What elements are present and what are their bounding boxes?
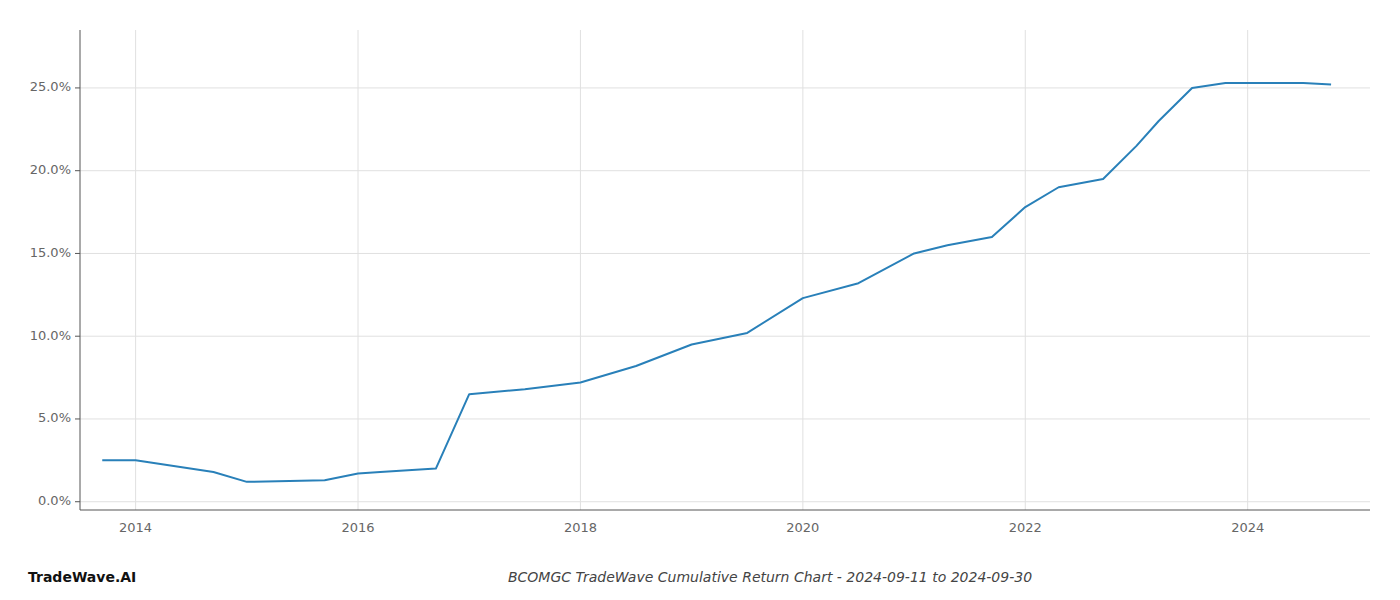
y-tick-label: 5.0% — [38, 410, 71, 425]
x-tick-label: 2018 — [564, 520, 597, 535]
y-tick-mark — [75, 501, 80, 502]
x-tick-label: 2024 — [1231, 520, 1264, 535]
watermark: TradeWave.AI — [28, 569, 136, 585]
series-line — [102, 83, 1331, 482]
x-tick-label: 2022 — [1009, 520, 1042, 535]
x-grid-line — [135, 30, 136, 510]
x-tick-label: 2016 — [341, 520, 374, 535]
x-tick-label: 2020 — [786, 520, 819, 535]
y-tick-mark — [75, 87, 80, 88]
x-grid-line — [358, 30, 359, 510]
y-tick-label: 15.0% — [30, 245, 71, 260]
x-grid-line — [580, 30, 581, 510]
page: {"chart_data": {"type": "line", "title":… — [0, 0, 1400, 600]
y-tick-mark — [75, 336, 80, 337]
grid — [80, 30, 1370, 510]
x-axis-line — [80, 510, 1370, 511]
y-tick-mark — [75, 170, 80, 171]
y-grid-line — [80, 418, 1370, 419]
x-grid-line — [1247, 30, 1248, 510]
y-grid-line — [80, 501, 1370, 502]
y-grid-line — [80, 253, 1370, 254]
x-grid-line — [802, 30, 803, 510]
y-tick-label: 20.0% — [30, 162, 71, 177]
data — [102, 83, 1331, 482]
y-tick-label: 0.0% — [38, 493, 71, 508]
y-grid-line — [80, 170, 1370, 171]
y-tick-label: 10.0% — [30, 328, 71, 343]
y-tick-mark — [75, 418, 80, 419]
x-grid-line — [1025, 30, 1026, 510]
y-tick-mark — [75, 253, 80, 254]
y-tick-label: 25.0% — [30, 79, 71, 94]
y-axis-line — [80, 30, 81, 510]
x-tick-label: 2014 — [119, 520, 152, 535]
chart: 0.0% 5.0% 10.0% 15.0% 20.0% 25.0% 2014 2016 2018… — [0, 0, 1400, 600]
y-grid-line — [80, 87, 1370, 88]
chart-title: BCOMGC TradeWave Cumulative Return Chart… — [508, 569, 1032, 585]
axes: 0.0% 5.0% 10.0% 15.0% 20.0% 25.0% 2014 2016 2018… — [30, 30, 1370, 535]
